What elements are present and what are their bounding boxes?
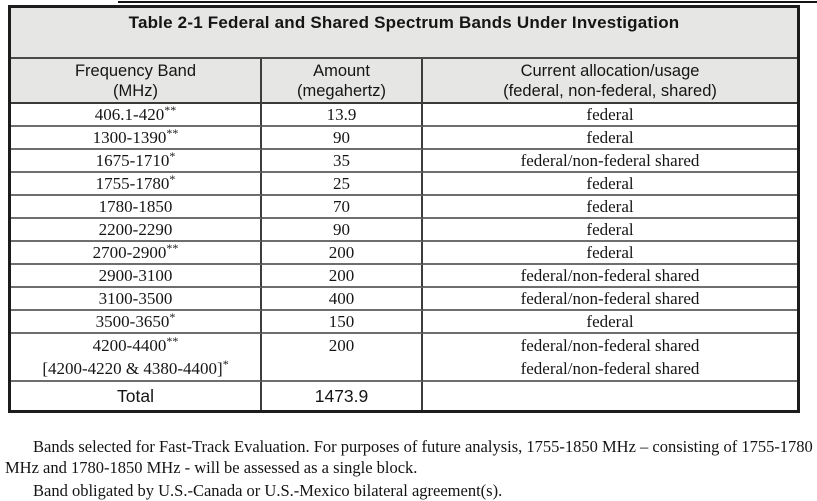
band-range: 1755-1780: [95, 173, 170, 193]
allocation-line-2: federal/non-federal shared: [520, 359, 700, 378]
amount-cell: 90: [262, 219, 423, 242]
frequency-band-cell: 1300-1390**: [11, 127, 262, 150]
amount-cell: 13.9: [262, 104, 423, 127]
table-row: 1755-1780* 25 federal: [11, 173, 798, 196]
frequency-band-cell: 1780-1850: [11, 196, 262, 219]
col-header-amount: Amount (megahertz): [262, 59, 423, 104]
allocation-cell: federal: [423, 242, 798, 265]
table-row: 3100-3500 400 federal/non-federal shared: [11, 288, 798, 311]
column-header-row: Frequency Band (MHz) Amount (megahertz) …: [11, 59, 798, 104]
allocation-line-1: federal/non-federal shared: [520, 336, 700, 355]
allocation-cell: federal: [423, 127, 798, 150]
footnote-marker: *: [169, 171, 176, 186]
table-row: 406.1-420** 13.9 federal: [11, 104, 798, 127]
band-subrange: [4200-4220 & 4380-4400]: [42, 359, 223, 378]
table-row: 2900-3100 200 federal/non-federal shared: [11, 265, 798, 288]
col-header-allocation: Current allocation/usage (federal, non-f…: [423, 59, 798, 104]
amount-cell: 90: [262, 127, 423, 150]
frequency-band-cell: 3500-3650*: [11, 311, 262, 334]
amount-value: 200: [328, 336, 355, 355]
allocation-cell: federal: [423, 311, 798, 334]
band-range: 1675-1710: [95, 150, 170, 170]
allocation-cell: federal/non-federal shared federal/non-f…: [423, 334, 798, 382]
frequency-band-cell: 3100-3500: [11, 288, 262, 311]
footnote-marker: *: [222, 357, 229, 372]
table-row: 2700-2900** 200 federal: [11, 242, 798, 265]
allocation-cell: federal: [423, 196, 798, 219]
footnote-fast-track: Bands selected for Fast-Track Evaluation…: [5, 437, 813, 477]
col-header-line2: (MHz): [113, 81, 158, 100]
band-line-2: [4200-4220 & 4380-4400]*: [11, 357, 260, 380]
allocation-cell: federal/non-federal shared: [423, 265, 798, 288]
amount-cell: 200: [262, 334, 423, 382]
allocation-cell: federal: [423, 173, 798, 196]
band-range: 3100-3500: [98, 288, 173, 308]
band-range: 2900-3100: [98, 265, 173, 285]
table-row: 1780-1850 70 federal: [11, 196, 798, 219]
allocation-cell: federal: [423, 219, 798, 242]
band-line-1: 4200-4400**: [11, 334, 260, 357]
table-title: Table 2-1 Federal and Shared Spectrum Ba…: [11, 8, 798, 59]
band-range: 2200-2290: [98, 219, 173, 239]
table-row: 1300-1390** 90 federal: [11, 127, 798, 150]
band-range: 1300-1390: [92, 127, 167, 147]
total-row: Total 1473.9: [11, 382, 798, 410]
total-amount: 1473.9: [262, 382, 423, 410]
amount-cell: 400: [262, 288, 423, 311]
band-range: 1780-1850: [98, 196, 173, 216]
amount-cell: 200: [262, 242, 423, 265]
frequency-band-cell: 2200-2290: [11, 219, 262, 242]
col-header-line1: Frequency Band: [74, 61, 197, 80]
total-empty-cell: [423, 382, 798, 410]
footnote-marker: *: [169, 148, 176, 163]
footnote-bilateral: Band obligated by U.S.-Canada or U.S.-Me…: [33, 481, 503, 500]
allocation-cell: federal: [423, 104, 798, 127]
table-row-4200-4400: 4200-4400** [4200-4220 & 4380-4400]* 200…: [11, 334, 798, 382]
band-range: 2700-2900: [92, 242, 167, 262]
footnote-marker: **: [166, 334, 179, 349]
col-header-line1: Current allocation/usage: [520, 61, 700, 80]
footnote-marker: **: [164, 102, 177, 117]
footnote-marker: **: [166, 240, 179, 255]
band-range: 406.1-420: [94, 104, 165, 124]
col-header-line2: (federal, non-federal, shared): [503, 81, 717, 100]
total-label: Total: [11, 382, 262, 410]
frequency-band-cell: 1755-1780*: [11, 173, 262, 196]
table-row: 3500-3650* 150 federal: [11, 311, 798, 334]
amount-cell: 150: [262, 311, 423, 334]
title-row: Table 2-1 Federal and Shared Spectrum Ba…: [11, 8, 798, 59]
band-range: 4200-4400: [92, 336, 167, 355]
amount-cell: 70: [262, 196, 423, 219]
spectrum-bands-table: Table 2-1 Federal and Shared Spectrum Ba…: [8, 5, 801, 413]
frequency-band-cell: 406.1-420**: [11, 104, 262, 127]
table-row: 2200-2290 90 federal: [11, 219, 798, 242]
col-header-line2: (megahertz): [297, 81, 386, 100]
footnote-marker: *: [169, 309, 176, 324]
scan-artifact-line: [118, 1, 817, 3]
amount-cell: 25: [262, 173, 423, 196]
frequency-band-cell: 2900-3100: [11, 265, 262, 288]
frequency-band-cell: 1675-1710*: [11, 150, 262, 173]
col-header-frequency-band: Frequency Band (MHz): [11, 59, 262, 104]
amount-cell: 200: [262, 265, 423, 288]
allocation-cell: federal/non-federal shared: [423, 288, 798, 311]
col-header-line1: Amount: [313, 61, 370, 80]
footnotes-block: Bands selected for Fast-Track Evaluation…: [5, 436, 814, 501]
table-row: 1675-1710* 35 federal/non-federal shared: [11, 150, 798, 173]
footnote-marker: **: [166, 125, 179, 140]
band-range: 3500-3650: [95, 311, 170, 331]
allocation-cell: federal/non-federal shared: [423, 150, 798, 173]
amount-cell: 35: [262, 150, 423, 173]
frequency-band-cell: 2700-2900**: [11, 242, 262, 265]
frequency-band-cell: 4200-4400** [4200-4220 & 4380-4400]*: [11, 334, 262, 382]
